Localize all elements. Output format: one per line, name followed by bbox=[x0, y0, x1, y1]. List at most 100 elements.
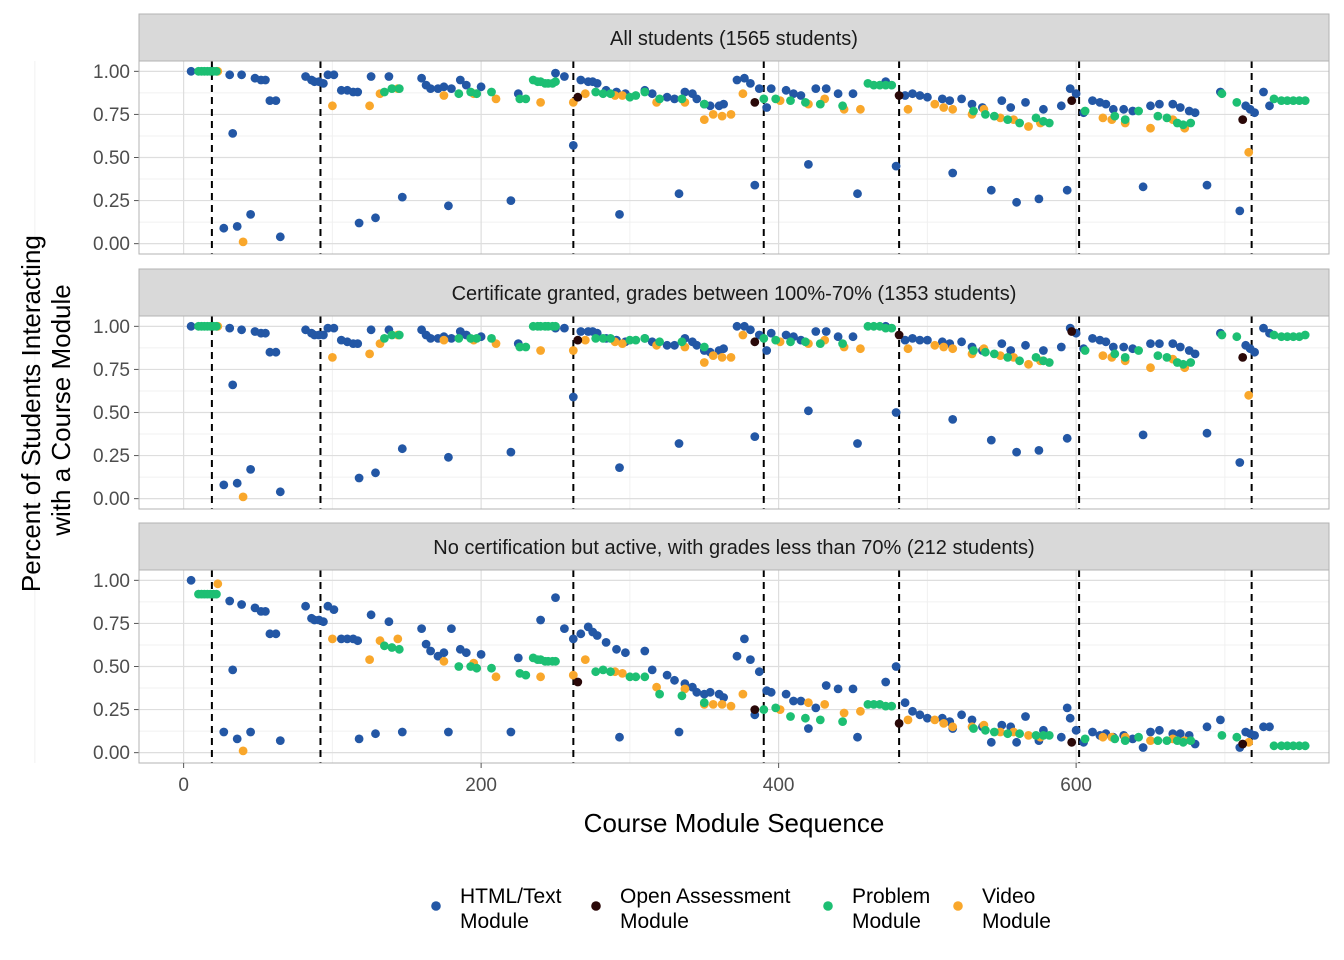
point-video bbox=[948, 344, 958, 354]
point-html bbox=[997, 720, 1007, 730]
point-html bbox=[1062, 703, 1072, 713]
point-html bbox=[1101, 99, 1111, 109]
point-prob bbox=[521, 670, 531, 680]
point-prob bbox=[1110, 349, 1120, 359]
point-html bbox=[923, 713, 932, 723]
y-tick-label: 0.25 bbox=[93, 446, 130, 467]
point-video bbox=[238, 746, 248, 756]
point-html bbox=[225, 70, 235, 80]
point-html bbox=[967, 715, 977, 725]
point-html bbox=[915, 710, 925, 720]
point-html bbox=[811, 327, 821, 336]
point-html bbox=[754, 667, 764, 677]
point-oa bbox=[894, 330, 904, 340]
point-html bbox=[945, 96, 955, 105]
point-html bbox=[560, 624, 569, 633]
point-html bbox=[371, 213, 380, 223]
point-prob bbox=[1232, 332, 1242, 342]
point-html bbox=[781, 85, 791, 95]
point-html bbox=[692, 687, 702, 697]
point-html bbox=[246, 727, 256, 737]
point-html bbox=[1138, 743, 1148, 752]
point-prob bbox=[801, 713, 810, 723]
point-prob bbox=[454, 662, 464, 671]
point-html bbox=[853, 439, 862, 448]
point-prob bbox=[1110, 734, 1120, 744]
point-html bbox=[647, 665, 657, 675]
point-prob bbox=[380, 641, 389, 651]
point-html bbox=[1056, 732, 1066, 742]
point-prob bbox=[699, 99, 709, 109]
point-html bbox=[1101, 337, 1111, 347]
point-video bbox=[618, 669, 627, 678]
point-video bbox=[930, 340, 940, 350]
point-html bbox=[366, 325, 376, 335]
point-prob bbox=[1120, 115, 1130, 124]
point-prob bbox=[1015, 356, 1024, 366]
point-html bbox=[560, 323, 569, 333]
point-prob bbox=[786, 337, 795, 347]
point-html bbox=[1071, 89, 1081, 99]
point-html bbox=[957, 94, 966, 104]
point-html bbox=[1138, 430, 1148, 440]
point-prob bbox=[771, 335, 781, 345]
point-video bbox=[903, 715, 913, 725]
panel-3: No certification but active, with grades… bbox=[34, 522, 1330, 764]
point-prob bbox=[1232, 98, 1242, 107]
point-html bbox=[986, 185, 996, 195]
point-html bbox=[225, 323, 235, 333]
point-video bbox=[536, 98, 545, 107]
point-html bbox=[1119, 104, 1129, 114]
legend-key-oa bbox=[591, 901, 601, 911]
point-html bbox=[461, 80, 471, 90]
point-video bbox=[213, 579, 223, 589]
point-video bbox=[652, 682, 661, 692]
point-html bbox=[754, 84, 764, 93]
point-html bbox=[417, 73, 426, 83]
point-video bbox=[680, 684, 690, 694]
point-prob bbox=[786, 96, 795, 105]
legend-label-line: Module bbox=[620, 910, 689, 933]
point-video bbox=[439, 656, 449, 666]
point-html bbox=[506, 447, 516, 457]
point-prob bbox=[838, 101, 847, 111]
point-html bbox=[915, 91, 925, 100]
panel-border bbox=[138, 60, 1330, 255]
panel-title: No certification but active, with grades… bbox=[433, 537, 1034, 559]
legend-key-prob bbox=[823, 901, 833, 911]
point-video bbox=[856, 706, 865, 716]
point-prob bbox=[387, 643, 397, 652]
point-html bbox=[447, 624, 456, 633]
point-html bbox=[986, 435, 996, 445]
point-html bbox=[1039, 104, 1048, 114]
point-video bbox=[439, 335, 449, 345]
point-prob bbox=[1162, 736, 1172, 745]
point-html bbox=[353, 636, 363, 646]
point-html bbox=[506, 196, 516, 206]
point-html bbox=[900, 698, 910, 708]
point-prob bbox=[1003, 353, 1013, 362]
panel-2: Certificate granted, grades between 100%… bbox=[34, 268, 1330, 510]
point-html bbox=[1155, 339, 1164, 348]
point-prob bbox=[212, 66, 221, 76]
point-html bbox=[319, 617, 328, 627]
point-oa bbox=[1067, 737, 1077, 747]
point-prob bbox=[212, 321, 221, 331]
point-prob bbox=[591, 87, 601, 97]
point-video bbox=[903, 344, 913, 354]
point-video bbox=[580, 89, 590, 99]
point-prob bbox=[598, 334, 608, 343]
point-html bbox=[353, 339, 363, 348]
point-html bbox=[662, 670, 672, 680]
point-html bbox=[1235, 206, 1245, 216]
point-html bbox=[908, 334, 917, 343]
point-oa bbox=[1067, 327, 1077, 336]
point-video bbox=[726, 353, 736, 362]
point-html bbox=[576, 629, 586, 639]
point-html bbox=[796, 696, 806, 706]
point-html bbox=[746, 655, 755, 664]
point-html bbox=[891, 161, 901, 171]
point-html bbox=[354, 218, 364, 228]
point-html bbox=[692, 94, 702, 104]
point-oa bbox=[750, 705, 760, 714]
